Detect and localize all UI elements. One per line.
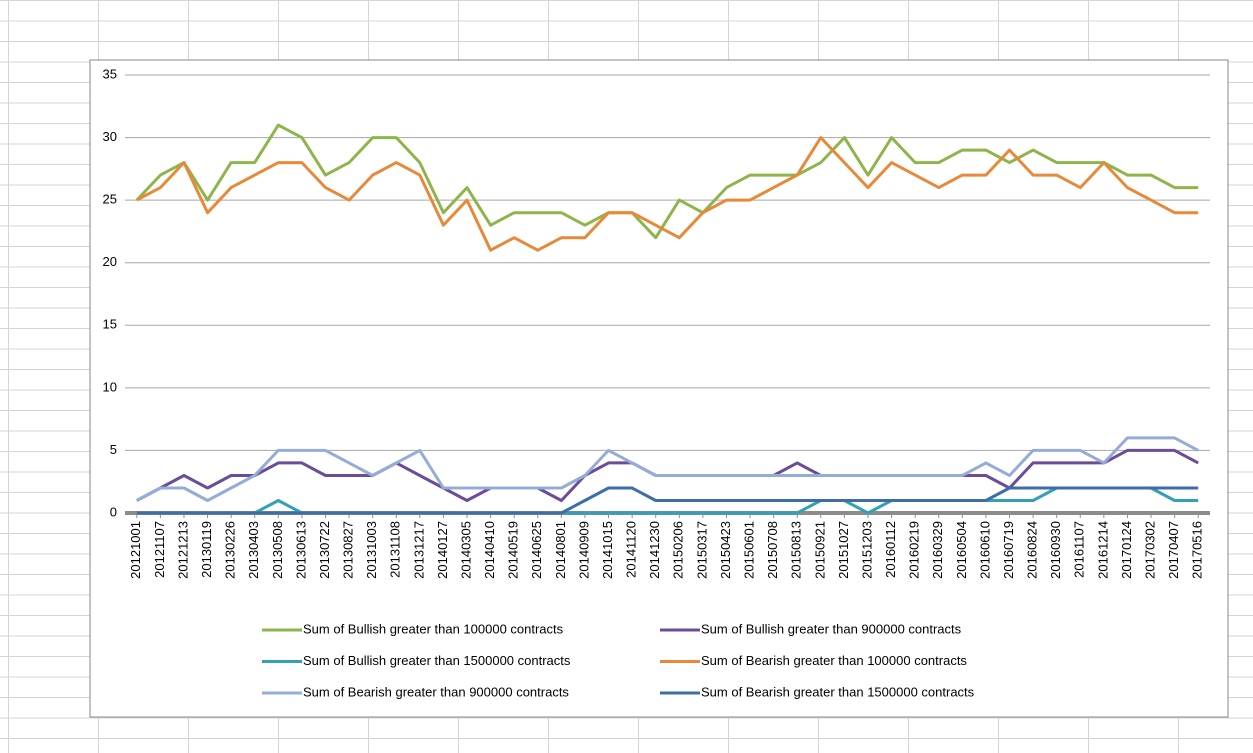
- x-tick-label: 20121213: [175, 521, 190, 579]
- x-tick-label: 20150601: [741, 521, 756, 579]
- x-tick-label: 20140519: [506, 521, 521, 579]
- y-tick-label: 25: [103, 192, 117, 207]
- x-tick-label: 20140625: [529, 521, 544, 579]
- y-tick-label: 0: [110, 504, 117, 519]
- x-tick-label: 20170407: [1166, 521, 1181, 579]
- x-tick-label: 20160610: [977, 521, 992, 579]
- x-tick-label: 20160504: [954, 521, 969, 579]
- x-tick-label: 20130613: [293, 521, 308, 579]
- y-tick-label: 35: [103, 66, 117, 81]
- x-tick-label: 20140410: [482, 521, 497, 579]
- x-tick-label: 20150813: [789, 521, 804, 579]
- x-tick-label: 20131003: [364, 521, 379, 579]
- x-tick-label: 20161107: [1072, 521, 1087, 578]
- series-line: [136, 436, 1199, 502]
- x-tick-label: 20150317: [694, 521, 709, 579]
- x-tick-label: 20151027: [836, 521, 851, 579]
- x-tick-label: 20160930: [1048, 521, 1063, 579]
- chart-frame: [89, 59, 1229, 718]
- x-tick-label: 20121001: [128, 521, 143, 579]
- x-tick-label: 20141015: [600, 521, 615, 579]
- legend-label: Sum of Bearish greater than 900000 contr…: [303, 684, 569, 699]
- x-tick-label: 20160824: [1025, 521, 1040, 579]
- x-tick-label: 20161214: [1095, 521, 1110, 579]
- x-tick-label: 20121107: [152, 521, 167, 578]
- x-tick-label: 20141120: [624, 521, 639, 578]
- x-tick-label: 20131108: [388, 521, 403, 578]
- series-line: [136, 486, 1199, 515]
- x-tick-label: 20170516: [1190, 521, 1205, 579]
- x-tick-label: 20160219: [907, 521, 922, 579]
- series-line: [135, 123, 1199, 240]
- x-tick-label: 20130226: [223, 521, 238, 579]
- y-tick-label: 5: [110, 442, 117, 457]
- legend-label: Sum of Bullish greater than 100000 contr…: [303, 621, 564, 636]
- x-tick-label: 20130119: [199, 521, 214, 578]
- x-tick-label: 20170302: [1142, 521, 1157, 579]
- x-tick-label: 20160719: [1001, 521, 1016, 579]
- legend-label: Sum of Bearish greater than 100000 contr…: [701, 653, 967, 668]
- y-tick-label: 20: [103, 254, 117, 269]
- x-tick-label: 20150921: [812, 521, 827, 579]
- x-tick-label: 20140305: [458, 521, 473, 579]
- x-tick-label: 20131217: [411, 521, 426, 579]
- x-tick-label: 20150423: [718, 521, 733, 579]
- x-tick-label: 20150206: [671, 521, 686, 579]
- legend-label: Sum of Bearish greater than 1500000 cont…: [701, 684, 975, 699]
- x-tick-label: 20140127: [435, 521, 450, 579]
- x-tick-label: 20140801: [553, 521, 568, 579]
- x-tick-label: 20150708: [765, 521, 780, 579]
- x-tick-label: 20170124: [1119, 521, 1134, 579]
- y-tick-label: 15: [103, 317, 117, 332]
- x-tick-label: 20140909: [576, 521, 591, 579]
- x-tick-label: 20130827: [341, 521, 356, 579]
- x-tick-label: 20130508: [270, 521, 285, 579]
- series-line: [136, 136, 1199, 252]
- x-tick-label: 20160329: [930, 521, 945, 579]
- x-tick-label: 20151203: [859, 521, 874, 579]
- x-tick-label: 20141230: [647, 521, 662, 579]
- y-tick-label: 10: [103, 379, 117, 394]
- y-tick-label: 30: [103, 129, 117, 144]
- x-tick-label: 20130403: [246, 521, 261, 579]
- x-tick-label: 20160112: [883, 521, 898, 578]
- x-tick-label: 20130722: [317, 521, 332, 579]
- legend-label: Sum of Bullish greater than 900000 contr…: [701, 621, 962, 636]
- legend-label: Sum of Bullish greater than 1500000 cont…: [303, 653, 571, 668]
